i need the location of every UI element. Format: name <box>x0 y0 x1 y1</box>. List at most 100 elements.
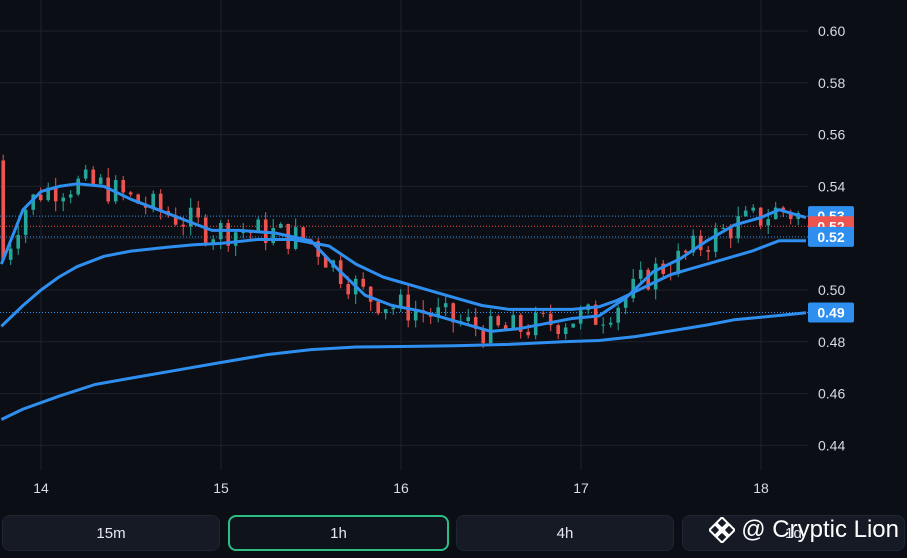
price-tag-label: 0.52 <box>817 229 844 245</box>
candle-body <box>1 160 5 260</box>
candle-body <box>61 197 65 202</box>
candle-body <box>188 207 193 227</box>
chart-canvas[interactable]: 0.44 0.46 0.48 0.50 0.52 0.54 0.56 0.58 0.60 14 15… <box>0 0 907 505</box>
timeframe-4h-button[interactable]: 4h <box>456 515 674 551</box>
candle-body <box>376 301 380 314</box>
candle-body <box>233 232 238 246</box>
candle-body <box>121 180 125 193</box>
price-chart[interactable]: 0.44 0.46 0.48 0.50 0.52 0.54 0.56 0.58 0.60 14 15… <box>0 0 907 505</box>
candle-body <box>601 324 605 326</box>
candle-body <box>571 323 575 328</box>
candle-body <box>773 207 778 220</box>
candle-body <box>98 177 103 184</box>
candle-body <box>766 219 770 226</box>
candle-body <box>683 250 688 253</box>
candle-body <box>38 194 43 201</box>
candle-body <box>503 325 508 330</box>
candle-body <box>653 263 658 290</box>
candle-body <box>413 310 418 321</box>
candle-body <box>76 178 80 195</box>
timeframe-bar: 15m 1h 4h 1d <box>0 508 907 558</box>
x-tick-label: 16 <box>393 480 409 496</box>
candle-body <box>616 307 620 323</box>
candle-body <box>623 298 628 308</box>
candle-body <box>646 269 650 290</box>
candle-body <box>196 207 200 218</box>
candle-body <box>676 250 680 274</box>
candle-body <box>83 169 88 179</box>
candle-body <box>128 192 133 195</box>
timeframe-label: 15m <box>96 524 126 542</box>
candle-body <box>691 235 695 253</box>
x-tick-label: 18 <box>753 480 769 496</box>
moving-average-fast <box>0 182 807 333</box>
candle-body <box>496 316 500 326</box>
candle-body <box>301 227 305 240</box>
candle-body <box>31 194 35 210</box>
candle-body <box>608 322 613 325</box>
candle-body <box>391 307 395 310</box>
candle-body <box>481 328 485 344</box>
candle-body <box>661 263 665 274</box>
candle-body <box>278 223 283 228</box>
timeframe-1h-button[interactable]: 1h <box>228 515 449 551</box>
timeframe-label: 1h <box>330 524 347 542</box>
price-tag-label: 0.49 <box>817 305 844 321</box>
candle-body <box>271 227 275 244</box>
y-tick-label: 0.56 <box>818 127 845 143</box>
candle-body <box>323 256 328 268</box>
candle-body <box>46 187 50 201</box>
y-tick-label: 0.46 <box>818 386 845 402</box>
candle-body <box>158 193 163 211</box>
candle-body <box>136 194 140 204</box>
candle-body <box>203 217 208 243</box>
candle-body <box>556 325 560 335</box>
candle-body <box>211 239 215 243</box>
candle-body <box>721 228 725 230</box>
candle-body <box>241 232 245 234</box>
watermark-text: @ Cryptic Lion <box>741 516 899 543</box>
candle-body <box>751 207 755 211</box>
candle-body <box>16 234 20 249</box>
candle-body <box>518 315 523 332</box>
candle-body <box>788 212 793 220</box>
y-tick-label: 0.44 <box>818 437 845 453</box>
candle-body <box>473 317 478 329</box>
candle-body <box>68 194 73 198</box>
candle-body <box>451 303 455 323</box>
y-tick-label: 0.60 <box>818 23 845 39</box>
candle-body <box>631 278 635 299</box>
candle-body <box>361 278 365 287</box>
candle-body <box>698 235 703 251</box>
price-tag <box>808 226 854 247</box>
candle-body <box>181 224 185 227</box>
x-tick-label: 14 <box>33 480 49 496</box>
watermark: @ Cryptic Lion <box>709 516 899 544</box>
price-tag <box>808 302 854 323</box>
candle-body <box>443 303 448 308</box>
candle-body <box>151 193 155 208</box>
y-tick-label: 0.48 <box>818 334 845 350</box>
timeframe-15m-button[interactable]: 15m <box>2 515 220 551</box>
timeframe-label: 4h <box>556 524 574 542</box>
binance-logo-icon <box>709 517 736 543</box>
x-tick-label: 17 <box>573 480 589 496</box>
candle-body <box>226 223 230 246</box>
candle-body <box>466 317 470 322</box>
candle-body <box>743 210 748 217</box>
candle-body <box>593 304 598 325</box>
x-tick-label: 15 <box>213 480 229 496</box>
candle-body <box>53 187 58 202</box>
candle-body <box>173 215 178 225</box>
y-tick-label: 0.58 <box>818 75 845 91</box>
candle-body <box>526 331 530 336</box>
candle-body <box>638 269 643 279</box>
candle-body <box>488 316 493 344</box>
candle-body <box>383 309 388 314</box>
candle-body <box>8 248 13 260</box>
candle-body <box>346 284 350 295</box>
candle-body <box>563 327 568 335</box>
timeframe-label: 1d <box>785 524 802 542</box>
candle-body <box>368 286 373 302</box>
candle-body <box>436 307 440 317</box>
